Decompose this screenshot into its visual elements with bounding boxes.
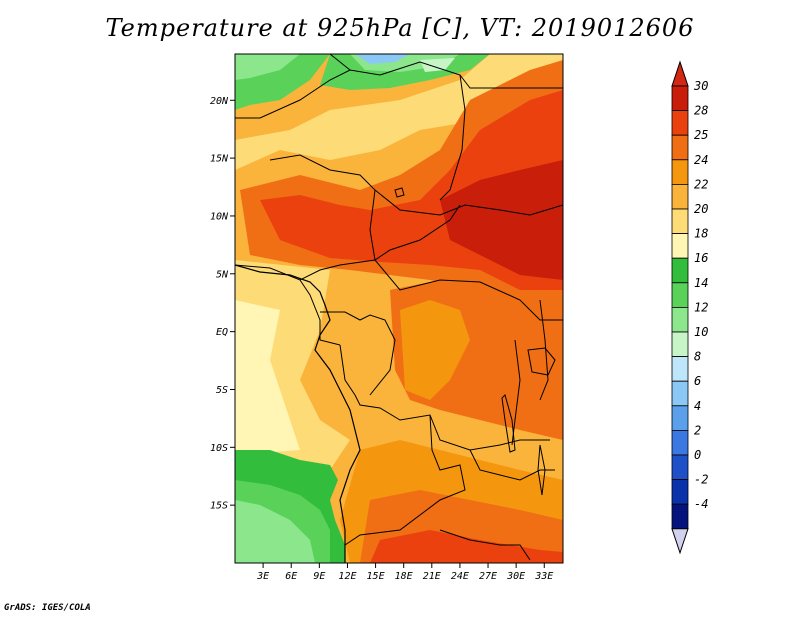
lat-tick-label: EQ bbox=[216, 327, 228, 338]
coastline bbox=[234, 264, 361, 563]
lon-tick-label: 33E bbox=[534, 571, 553, 582]
colorbar-segment bbox=[671, 503, 689, 530]
colorbar-segment bbox=[671, 380, 689, 407]
colorbar-segment bbox=[671, 331, 689, 358]
lat-tick-label: 20N bbox=[210, 96, 229, 107]
lake-malawi bbox=[537, 444, 546, 496]
lat-tick-label: 5N bbox=[216, 269, 229, 280]
colorbar-segment bbox=[671, 183, 689, 210]
plot-frame bbox=[234, 53, 564, 564]
colorbar-label: 18 bbox=[694, 227, 708, 241]
colorbar-label: 22 bbox=[694, 177, 708, 191]
lon-tick-label: 30E bbox=[506, 571, 525, 582]
lon-tick-label: 6E bbox=[285, 571, 297, 582]
lake-victoria bbox=[527, 347, 556, 376]
colorbar-segment bbox=[671, 85, 689, 112]
colorbar-segment bbox=[671, 208, 689, 235]
lon-tick-label: 24E bbox=[451, 571, 469, 582]
lat-tick-label: 10S bbox=[210, 443, 228, 454]
colorbar-label: 6 bbox=[694, 374, 701, 388]
colorbar-segment bbox=[671, 110, 689, 136]
lake-chad bbox=[394, 187, 405, 198]
colorbar-label: 24 bbox=[694, 153, 708, 167]
lat-tick-label: 5S bbox=[216, 385, 228, 396]
colorbar-top-arrow bbox=[671, 60, 689, 87]
boundary-lines bbox=[235, 54, 563, 561]
colorbar-label: 2 bbox=[694, 423, 701, 437]
lake-tanganyika bbox=[501, 394, 516, 453]
lat-tick-label: 15N bbox=[210, 154, 229, 165]
lat-tick-label: 15S bbox=[210, 501, 228, 512]
colorbar-label: 0 bbox=[694, 448, 701, 462]
temperature-field bbox=[235, 54, 563, 563]
map-title: Temperature at 925hPa [C], VT: 201901260… bbox=[105, 14, 695, 42]
lon-tick-label: 12E bbox=[338, 571, 356, 582]
colorbar-label: 25 bbox=[694, 128, 708, 142]
colorbar-segment bbox=[671, 159, 689, 185]
colorbar-segment bbox=[671, 356, 689, 382]
colorbar-segment bbox=[671, 257, 689, 284]
colorbar-label: 30 bbox=[693, 79, 708, 93]
lon-tick-label: 27E bbox=[479, 571, 497, 582]
colorbar-segment bbox=[671, 233, 689, 259]
colorbar-label: 8 bbox=[694, 350, 701, 364]
colorbar-label: 10 bbox=[694, 325, 708, 339]
colorbar-label: 28 bbox=[694, 104, 708, 118]
colorbar-label: -4 bbox=[694, 497, 708, 511]
lon-tick-label: 9E bbox=[313, 571, 325, 582]
colorbar-segment bbox=[671, 405, 689, 431]
colorbar-bottom-arrow bbox=[671, 528, 689, 555]
colorbar-label: 20 bbox=[694, 202, 708, 216]
colorbar-label: 4 bbox=[694, 399, 701, 413]
lon-tick-label: 18E bbox=[395, 571, 413, 582]
colorbar-label: 16 bbox=[694, 251, 708, 265]
colorbar-segment bbox=[671, 429, 689, 456]
latitude-axis: 20N 15N 10N 5N EQ 5S 10S 15S bbox=[210, 96, 235, 512]
lon-tick-label: 3E bbox=[256, 571, 269, 582]
grads-credit: GrADS: IGES/COLA bbox=[4, 603, 91, 613]
colorbar-label: -2 bbox=[694, 473, 708, 487]
lon-tick-label: 15E bbox=[367, 571, 385, 582]
colorbar-segment bbox=[671, 454, 689, 481]
colorbar-segment bbox=[671, 306, 689, 333]
colorbar-segment bbox=[671, 134, 689, 161]
colorbar-label: 14 bbox=[694, 276, 708, 290]
colorbar-label: 12 bbox=[694, 300, 708, 314]
longitude-axis: 3E 6E 9E 12E 15E 18E 21E 24E 27E 30E 33E bbox=[256, 563, 553, 582]
colorbar-segment bbox=[671, 282, 689, 308]
lat-tick-label: 10N bbox=[210, 211, 229, 222]
colorbar-segment bbox=[671, 479, 689, 505]
lon-tick-label: 21E bbox=[423, 571, 441, 582]
